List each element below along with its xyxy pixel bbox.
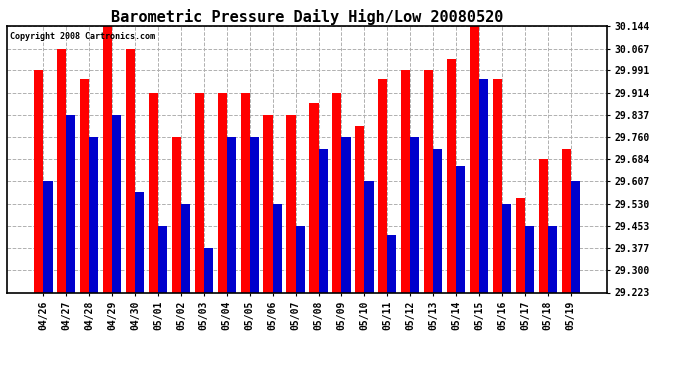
Bar <box>66 115 75 292</box>
Bar <box>181 204 190 292</box>
Bar <box>502 204 511 292</box>
Text: Copyright 2008 Cartronics.com: Copyright 2008 Cartronics.com <box>10 32 155 40</box>
Bar <box>470 26 479 292</box>
Bar <box>250 137 259 292</box>
Bar <box>342 137 351 292</box>
Bar <box>319 149 328 292</box>
Bar <box>89 137 99 292</box>
Bar <box>333 93 342 292</box>
Bar <box>204 248 213 292</box>
Bar <box>401 70 411 292</box>
Bar <box>493 80 502 292</box>
Bar <box>149 93 158 292</box>
Bar <box>433 149 442 292</box>
Bar <box>273 204 282 292</box>
Title: Barometric Pressure Daily High/Low 20080520: Barometric Pressure Daily High/Low 20080… <box>111 9 503 25</box>
Bar <box>309 103 319 292</box>
Bar <box>411 137 420 292</box>
Bar <box>135 192 144 292</box>
Bar <box>355 126 364 292</box>
Bar <box>548 226 557 292</box>
Bar <box>217 93 227 292</box>
Bar <box>456 166 465 292</box>
Bar <box>424 70 433 292</box>
Bar <box>571 182 580 292</box>
Bar <box>103 26 112 292</box>
Bar <box>227 137 236 292</box>
Bar <box>158 226 167 292</box>
Bar <box>479 80 489 292</box>
Bar <box>57 48 66 292</box>
Bar <box>539 159 548 292</box>
Bar <box>447 60 456 292</box>
Bar <box>80 80 89 292</box>
Bar <box>295 226 305 292</box>
Bar <box>43 182 52 292</box>
Bar <box>562 149 571 292</box>
Bar <box>286 115 295 292</box>
Bar <box>378 80 387 292</box>
Bar <box>126 48 135 292</box>
Bar <box>34 70 43 292</box>
Bar <box>364 182 373 292</box>
Bar <box>241 93 250 292</box>
Bar <box>195 93 204 292</box>
Bar <box>525 226 534 292</box>
Bar <box>112 115 121 292</box>
Bar <box>515 198 525 292</box>
Bar <box>172 137 181 292</box>
Bar <box>264 115 273 292</box>
Bar <box>387 235 397 292</box>
